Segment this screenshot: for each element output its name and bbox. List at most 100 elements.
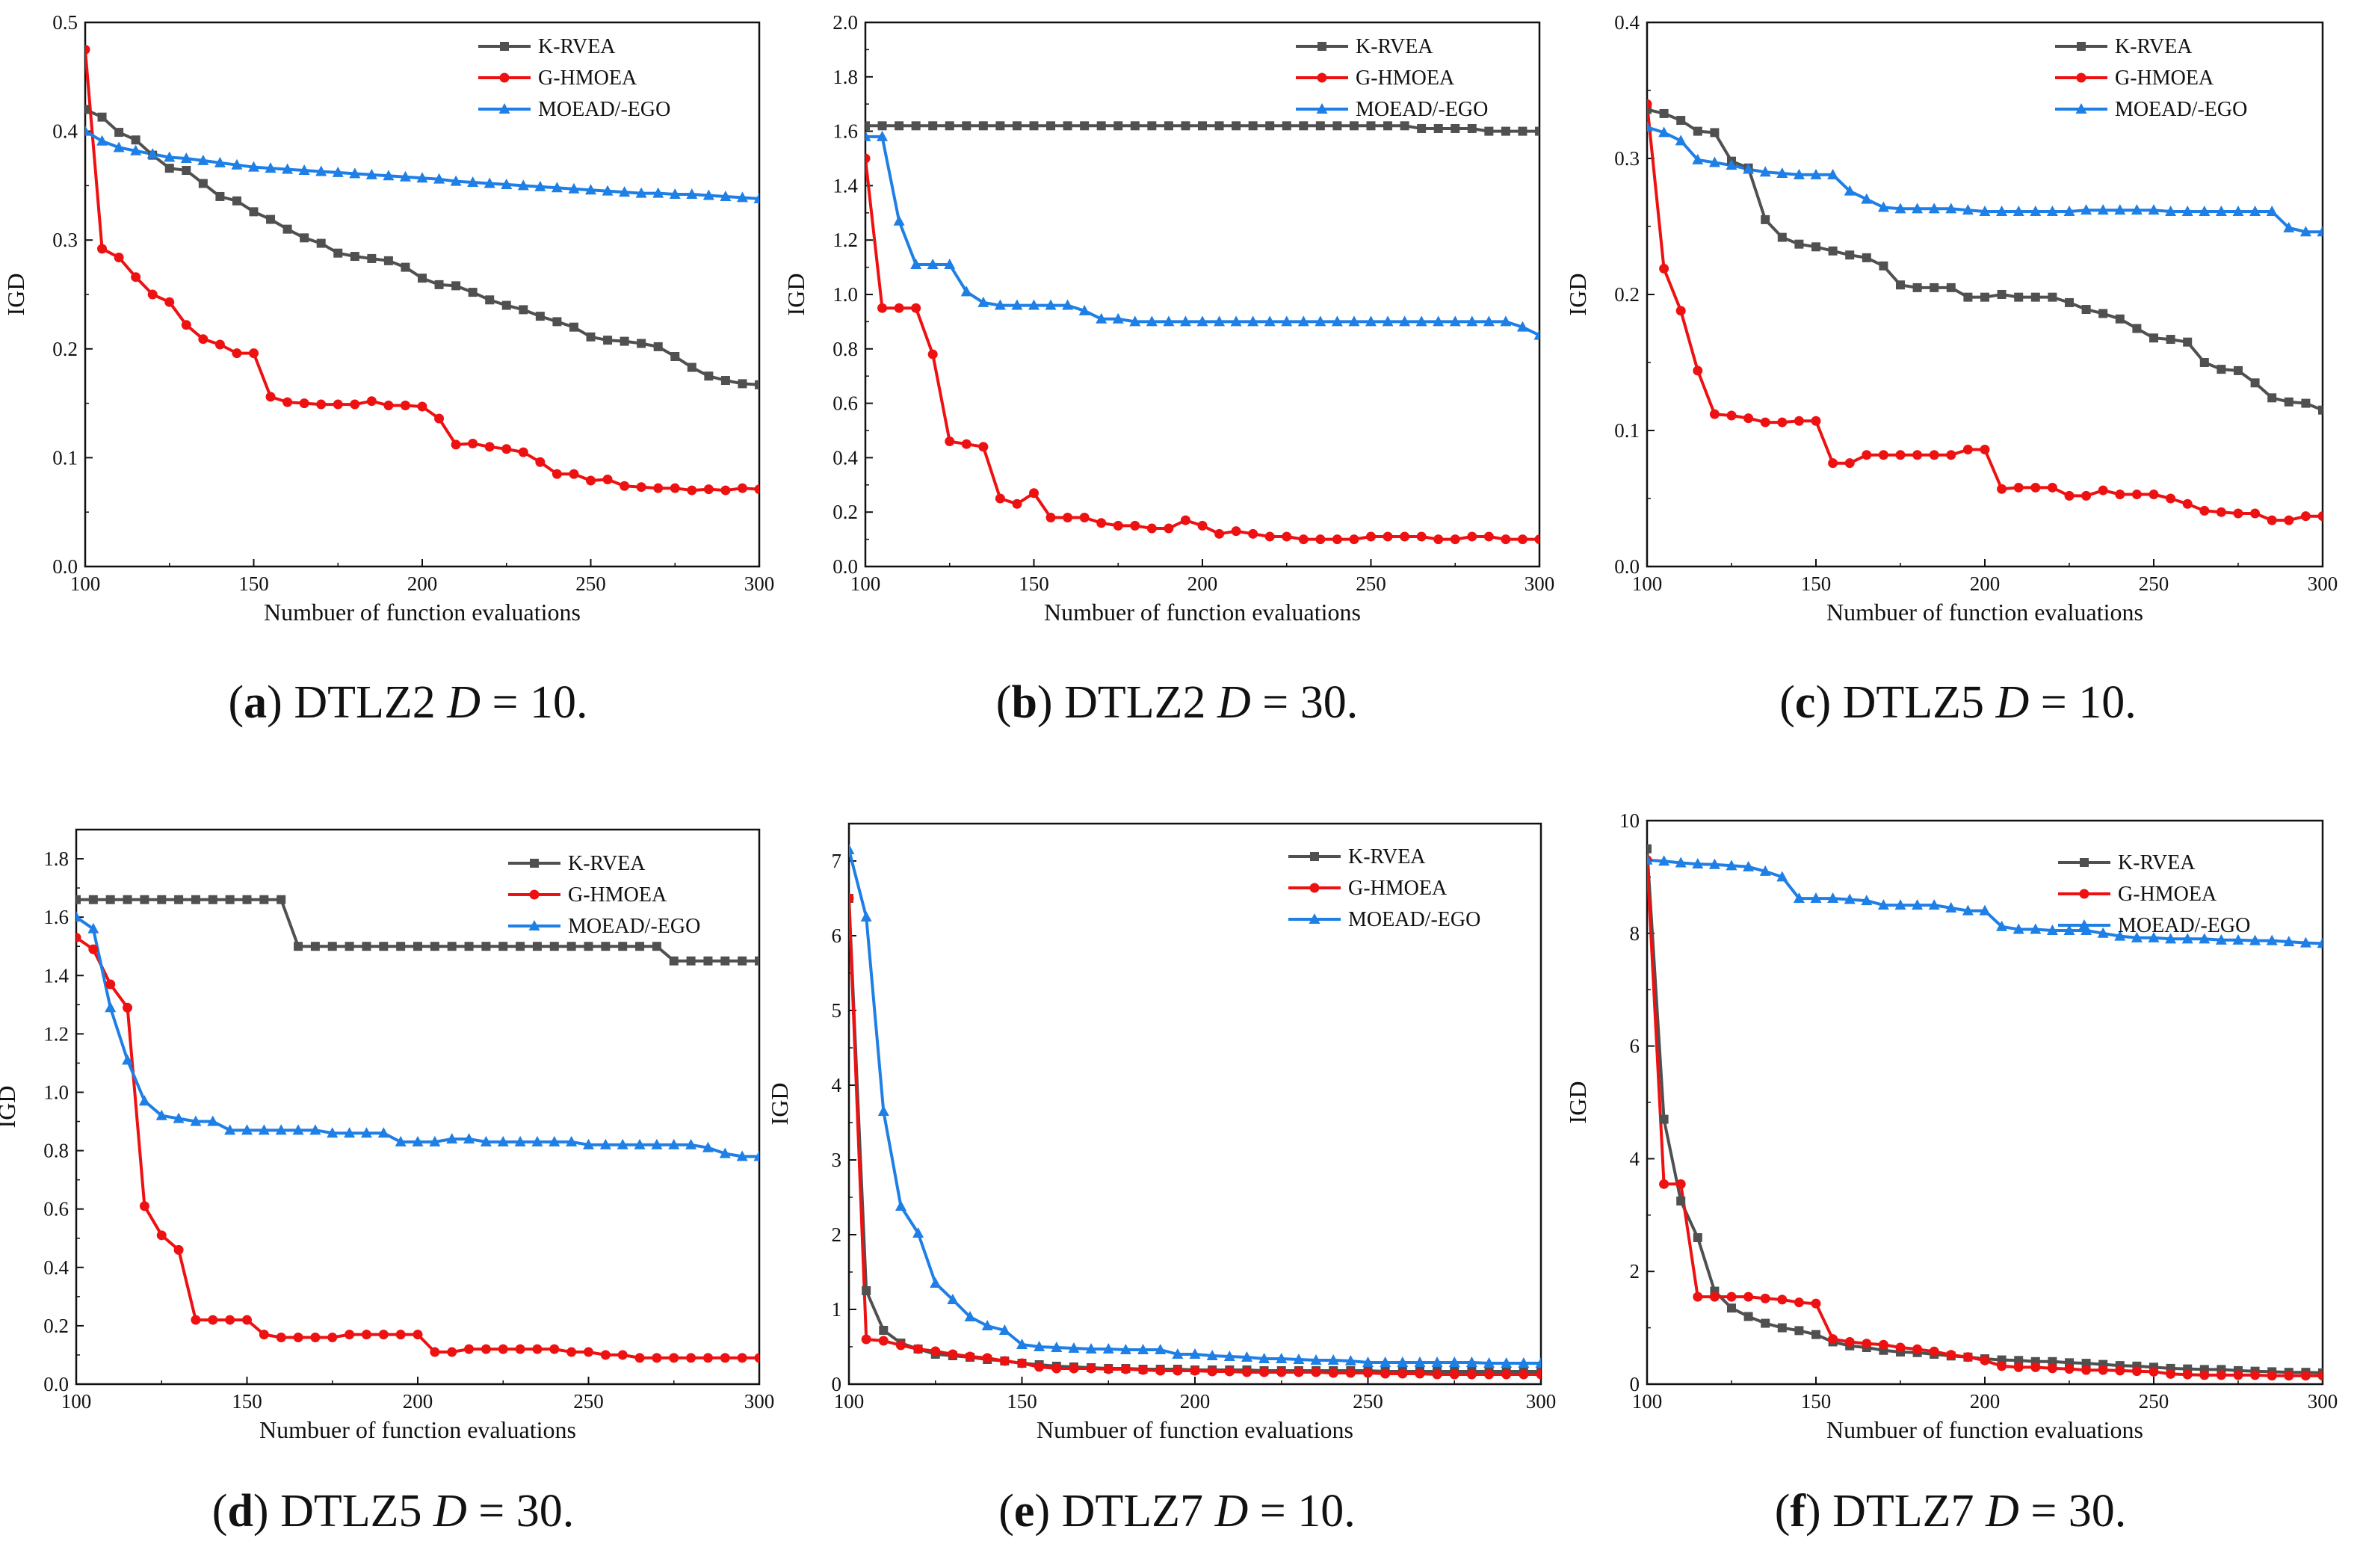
data-point <box>383 401 394 411</box>
data-point <box>1397 1368 1408 1379</box>
series-line <box>865 158 1539 541</box>
data-point <box>945 436 955 447</box>
data-point <box>366 396 377 407</box>
data-point <box>1726 1291 1737 1302</box>
data-point <box>249 207 259 217</box>
data-point <box>198 334 208 345</box>
data-point <box>1155 1344 1167 1354</box>
data-point <box>1793 168 1805 179</box>
data-point <box>566 942 576 951</box>
data-point <box>893 214 905 226</box>
data-point <box>2183 337 2193 347</box>
data-point <box>2030 205 2042 216</box>
data-point <box>383 256 393 265</box>
data-point <box>147 289 158 300</box>
data-point <box>146 148 158 159</box>
data-point <box>2012 205 2024 216</box>
data-point <box>413 942 422 951</box>
data-point <box>737 1353 747 1363</box>
data-point <box>258 1124 270 1135</box>
data-point <box>1676 1196 1686 1206</box>
data-point <box>1467 531 1477 542</box>
data-point <box>1311 1367 1321 1377</box>
data-point <box>2317 937 2323 948</box>
data-point <box>208 1315 218 1325</box>
data-point <box>702 1141 714 1152</box>
data-point <box>999 1356 1010 1366</box>
data-point <box>1012 499 1022 509</box>
data-point <box>2299 936 2311 948</box>
data-point <box>720 956 730 966</box>
y-tick-label: 4 <box>832 1074 842 1096</box>
data-point <box>1912 1344 1923 1354</box>
data-point <box>634 1353 645 1363</box>
data-point <box>1811 416 1821 426</box>
data-point <box>1516 321 1528 332</box>
data-point <box>451 281 461 291</box>
data-point <box>602 185 614 196</box>
series-group <box>85 44 759 496</box>
data-point <box>2266 205 2278 216</box>
data-point <box>1466 315 1478 327</box>
legend-label: MOEAD/-EGO <box>1348 908 1480 931</box>
x-tick-label: 100 <box>1632 572 1663 595</box>
data-point <box>912 1227 924 1238</box>
data-point <box>535 312 545 321</box>
data-point <box>736 1150 748 1161</box>
chart-panel-b: 100 150 200 250 300 0.0 0.2 0.4 0.6 0.8 1.0 1.2 1.4 1… <box>782 11 1554 728</box>
data-point <box>259 1330 269 1340</box>
data-point <box>1777 417 1788 428</box>
data-point <box>2014 292 2024 302</box>
data-point <box>1676 116 1686 126</box>
data-point <box>2149 333 2158 343</box>
data-point <box>1465 1356 1477 1367</box>
data-point <box>1016 1339 1028 1349</box>
data-point <box>2232 205 2244 216</box>
y-axis-title: IGD <box>766 1083 793 1126</box>
data-point <box>1962 1352 1973 1362</box>
data-point <box>635 942 645 951</box>
data-point <box>2215 933 2227 945</box>
data-point <box>1297 315 1309 327</box>
data-point <box>865 153 871 164</box>
data-point <box>1483 315 1495 327</box>
data-point <box>1828 246 1838 256</box>
data-point <box>1946 283 1956 292</box>
data-point <box>620 481 630 491</box>
data-point <box>1794 1297 1804 1308</box>
data-point <box>344 1127 356 1138</box>
data-point <box>913 1344 924 1354</box>
data-point <box>1206 1350 1218 1360</box>
y-tick-label: 4 <box>1630 1147 1640 1170</box>
data-point <box>97 112 107 122</box>
data-point <box>1230 315 1242 327</box>
data-point <box>225 1315 235 1325</box>
data-point <box>447 942 457 951</box>
data-point <box>396 942 406 951</box>
y-axis-title: IGD <box>782 274 809 316</box>
data-point <box>1693 126 1702 136</box>
data-point <box>1997 484 2007 494</box>
data-point <box>333 399 343 410</box>
data-point <box>2064 1364 2075 1374</box>
data-point <box>395 1135 407 1146</box>
panel-caption: (d) DTLZ5 D = 30. <box>212 1486 574 1537</box>
data-point <box>1348 315 1360 327</box>
data-point <box>2317 226 2323 237</box>
chart-panel-f: 100 150 200 250 300 0 2 4 6 8 10 Numbuer of functio… <box>1564 809 2338 1537</box>
data-point <box>1647 121 1653 132</box>
data-point <box>1232 121 1241 131</box>
data-point <box>1895 450 1906 460</box>
data-point <box>1310 1354 1322 1365</box>
data-point <box>670 483 680 493</box>
data-point <box>962 121 971 131</box>
data-point <box>1349 534 1359 545</box>
y-tick-label: 1.4 <box>43 964 69 987</box>
data-point <box>1708 858 1720 869</box>
data-point <box>224 1124 236 1135</box>
data-point <box>282 224 292 234</box>
data-point <box>927 349 938 359</box>
y-tick-label: 0.0 <box>832 555 858 578</box>
x-tick-label: 100 <box>850 572 881 595</box>
data-point <box>603 336 613 345</box>
